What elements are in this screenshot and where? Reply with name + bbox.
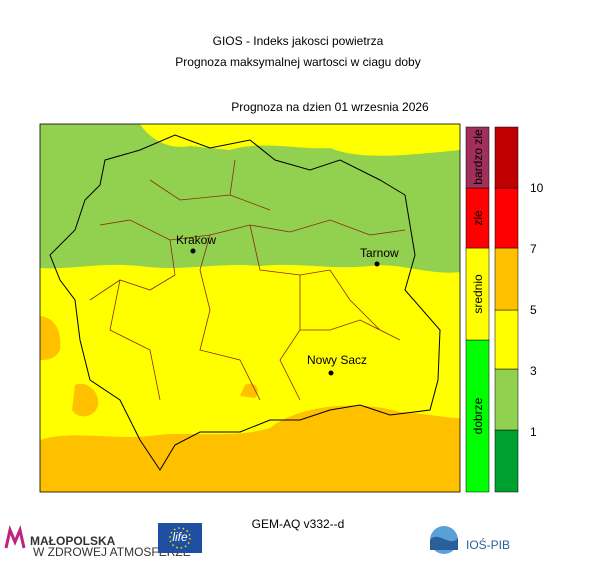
category-label: srednio	[471, 274, 485, 314]
subtitle: Prognoza maksymalnej wartosci w ciagu do…	[175, 55, 420, 69]
scale-tick: 10	[530, 181, 544, 195]
zone-good	[40, 124, 460, 273]
title: GIOS - Indeks jakosci powietrza	[213, 34, 384, 48]
zone-high-patches	[72, 383, 360, 430]
scale-tick: 1	[530, 425, 537, 439]
city-label: Nowy Sacz	[307, 353, 367, 367]
malopolska-logo: MAŁOPOLSKA	[30, 534, 116, 548]
scale-tick: 3	[530, 364, 537, 378]
category-bar: dobrze srednio zle bardzo zle	[465, 126, 490, 493]
category-label: zle	[471, 210, 485, 226]
zone-high	[40, 405, 460, 492]
malopolska-tagline: W ZDROWEJ ATMOSFERZE	[33, 545, 191, 559]
ios-pib-logo: IOŚ-PIB	[466, 537, 510, 552]
zone-high-west	[40, 316, 61, 360]
city-label: Krakow	[176, 233, 216, 247]
color-scale: 1 3 5 7 10	[494, 126, 544, 493]
zone-moderate-north	[100, 124, 460, 156]
footer: MAŁOPOLSKA W ZDROWEJ ATMOSFERZE life GEM…	[4, 517, 510, 559]
scale-tick: 7	[530, 242, 537, 256]
model-label: GEM-AQ v332--d	[252, 517, 345, 531]
map: Krakow Tarnow Nowy Sacz	[39, 123, 461, 493]
date-line: Prognoza na dzien 01 wrzesnia 2026	[231, 100, 429, 114]
city-label: Tarnow	[360, 246, 399, 260]
category-label: dobrze	[471, 397, 485, 434]
eu-logo: life	[172, 530, 188, 544]
scale-tick: 5	[530, 303, 537, 317]
category-label: bardzo zle	[471, 129, 485, 185]
